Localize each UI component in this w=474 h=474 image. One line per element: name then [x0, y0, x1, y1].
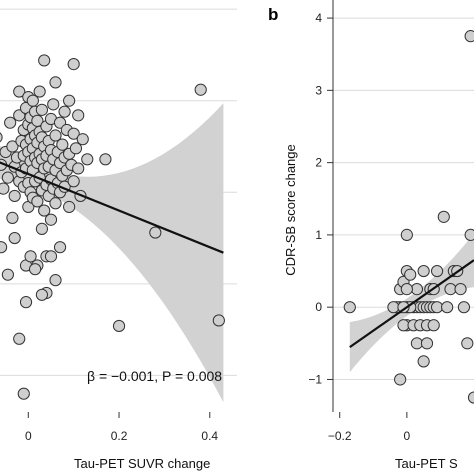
data-point: [112, 319, 126, 333]
data-point: [13, 85, 26, 98]
y-tick-label: 1: [315, 228, 322, 242]
data-point: [0, 241, 8, 254]
data-point: [49, 129, 62, 142]
data-point: [417, 264, 430, 278]
data-point: [397, 301, 410, 314]
data-point: [0, 132, 3, 143]
data-point: [67, 57, 80, 71]
data-point: [58, 105, 71, 118]
data-point: [19, 296, 33, 309]
data-point: [49, 76, 62, 89]
data-point: [67, 127, 80, 140]
data-point: [31, 195, 44, 208]
data-point: [430, 301, 444, 314]
panel-a-points: [0, 54, 225, 400]
data-point: [72, 109, 85, 122]
y-tick-label: 3: [315, 83, 322, 97]
data-point: [1, 268, 14, 281]
x-tick-label: 0.2: [111, 429, 128, 443]
x-tick-label: 0.4: [201, 429, 218, 443]
panel-b-y-axis-label: CDR-SB score change: [283, 144, 298, 276]
data-point: [441, 301, 454, 314]
panel-b-x-ticks: −0.2 0: [328, 412, 411, 443]
data-point: [99, 153, 112, 166]
panel-a-x-axis-label: Tau-PET SUVR change: [74, 456, 210, 471]
x-tick-label: 0: [25, 429, 32, 443]
data-point: [35, 222, 49, 235]
y-tick-label: −1: [308, 372, 322, 386]
data-point: [417, 355, 430, 368]
data-point: [1, 171, 14, 184]
data-point: [63, 94, 76, 107]
data-point: [437, 210, 450, 223]
data-point: [343, 301, 356, 314]
data-point: [33, 85, 46, 98]
data-point: [212, 314, 225, 327]
data-point: [49, 197, 62, 210]
y-tick-label: 4: [315, 11, 322, 25]
data-point: [404, 268, 417, 281]
data-point: [387, 301, 400, 314]
panel-b-y-ticks: 4 3 2 1 0 −1: [308, 11, 333, 386]
data-point: [394, 373, 407, 386]
x-tick-label: 0: [404, 429, 411, 443]
data-point: [35, 103, 49, 116]
data-point: [6, 211, 19, 225]
x-tick-label: −0.2: [328, 429, 352, 443]
panel-a-x-ticks: 0 0.2 0.4: [25, 412, 218, 443]
data-point: [464, 228, 474, 242]
panel-b-letter: b: [268, 5, 278, 24]
data-point: [430, 264, 444, 278]
data-point: [444, 283, 457, 296]
data-point: [467, 391, 474, 404]
data-point: [53, 241, 67, 254]
panel-a: 0 0.2 0.4 Tau-PET SUVR change β = −0.001, …: [0, 8, 237, 471]
data-point: [76, 133, 89, 146]
data-point: [420, 337, 434, 350]
panel-b-fit-line: [349, 259, 474, 349]
data-point: [400, 283, 413, 296]
data-point: [81, 153, 94, 166]
panel-b-x-axis-label: Tau-PET S: [395, 456, 458, 471]
data-point: [457, 301, 471, 314]
y-tick-label: 2: [315, 156, 322, 170]
data-point: [464, 30, 474, 43]
panel-a-stat-annotation: β = −0.001, P = 0.008: [87, 368, 222, 384]
y-tick-label: 0: [315, 300, 322, 314]
data-point: [63, 200, 76, 214]
data-point: [17, 387, 30, 400]
data-point: [24, 250, 37, 263]
data-point: [72, 162, 85, 175]
data-point: [44, 250, 58, 263]
data-point: [427, 319, 440, 332]
data-point: [8, 231, 21, 245]
data-point: [29, 263, 42, 276]
data-point: [38, 54, 51, 67]
data-point: [0, 182, 10, 195]
data-point: [35, 288, 49, 301]
data-point: [454, 283, 467, 296]
data-point: [49, 274, 62, 287]
data-point: [44, 213, 58, 226]
data-point: [397, 319, 410, 332]
data-point: [69, 142, 83, 155]
data-point: [4, 116, 17, 129]
data-point: [194, 83, 207, 96]
data-point: [47, 98, 60, 111]
data-point: [13, 332, 26, 345]
panel-a-fit-line: [0, 161, 224, 254]
data-point: [56, 138, 69, 151]
data-point: [461, 337, 474, 350]
panel-b: b 4 3 2 1 0 −1 −0.2 0 CDR-SB score change Tau-…: [268, 0, 474, 471]
data-point: [400, 228, 413, 242]
data-point: [38, 204, 51, 217]
data-point: [67, 175, 80, 188]
data-point: [6, 140, 19, 153]
data-point: [149, 226, 162, 239]
data-point: [8, 189, 21, 203]
data-point: [410, 337, 424, 350]
data-point: [410, 283, 424, 296]
